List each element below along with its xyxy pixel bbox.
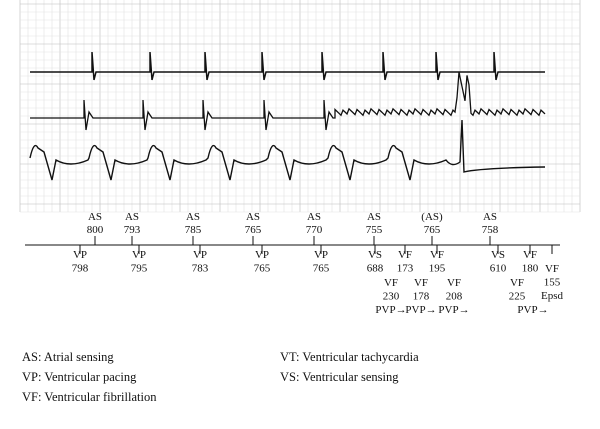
ventricular-label: VP — [132, 249, 146, 261]
ventricular-label: Epsd — [541, 290, 564, 302]
ecg-grid — [19, 0, 581, 213]
ecg-traces — [29, 51, 546, 181]
ventricular-label: 795 — [131, 263, 148, 275]
ventricular-label: VP — [314, 249, 328, 261]
ventricular-label: PVP→ — [517, 304, 548, 316]
ventricular-label: VF — [430, 249, 444, 261]
ventricular-label: PVP→ — [375, 304, 406, 316]
atrial-label: AS — [186, 211, 200, 223]
ventricular-label: VS — [368, 249, 382, 261]
atrial-interval: 793 — [124, 224, 141, 236]
ventricular-label: VP — [255, 249, 269, 261]
legend: AS: Atrial sensing VP: Ventricular pacing… — [22, 350, 419, 404]
ventricular-label: 765 — [313, 263, 330, 275]
ventricular-label: 195 — [429, 263, 446, 275]
atrial-interval: 755 — [366, 224, 383, 236]
ventricular-label: VF — [447, 277, 461, 289]
legend-item: AS: Atrial sensing — [22, 350, 114, 364]
atrial-interval: 758 — [482, 224, 499, 236]
trace-surface-ecg — [29, 119, 546, 181]
atrial-label: AS — [483, 211, 497, 223]
atrial-label: AS — [88, 211, 102, 223]
legend-item: VP: Ventricular pacing — [22, 370, 137, 384]
ventricular-label: 610 — [490, 263, 507, 275]
legend-item: VS: Ventricular sensing — [280, 370, 399, 384]
atrial-interval: 800 — [87, 224, 104, 236]
ventricular-label: 180 — [522, 263, 539, 275]
ventricular-label: 225 — [509, 291, 526, 303]
ventricular-label: 230 — [383, 291, 400, 303]
atrial-label: AS — [307, 211, 321, 223]
ventricular-label: PVP→ — [405, 304, 436, 316]
atrial-label: (AS) — [421, 211, 443, 223]
ventricular-label: VS — [491, 249, 505, 261]
ventricular-label: 798 — [72, 263, 89, 275]
ventricular-label: VF — [398, 249, 412, 261]
marker-channel: AS800AS793AS785AS765AS770AS755(AS)765AS7… — [72, 211, 564, 316]
ventricular-label: VP — [193, 249, 207, 261]
ventricular-label: VF — [523, 249, 537, 261]
trace-egm — [30, 72, 546, 131]
ventricular-label: 688 — [367, 263, 384, 275]
ventricular-label: VF — [545, 263, 559, 275]
ventricular-label: 178 — [413, 291, 430, 303]
atrial-interval: 765 — [424, 224, 441, 236]
ventricular-label: 765 — [254, 263, 271, 275]
trace-atrial — [30, 51, 545, 81]
legend-item: VF: Ventricular fibrillation — [22, 390, 157, 404]
ventricular-label: 155 — [544, 277, 561, 289]
ventricular-label: VP — [73, 249, 87, 261]
atrial-label: AS — [246, 211, 260, 223]
ventricular-label: VF — [414, 277, 428, 289]
ventricular-label: PVP→ — [438, 304, 469, 316]
atrial-interval: 785 — [185, 224, 202, 236]
ventricular-label: 783 — [192, 263, 209, 275]
legend-item: VT: Ventricular tachycardia — [280, 350, 419, 364]
atrial-interval: 765 — [245, 224, 262, 236]
ventricular-label: VF — [384, 277, 398, 289]
atrial-interval: 770 — [306, 224, 323, 236]
ventricular-label: 208 — [446, 291, 463, 303]
atrial-label: AS — [367, 211, 381, 223]
ventricular-label: VF — [510, 277, 524, 289]
atrial-label: AS — [125, 211, 139, 223]
ventricular-label: 173 — [397, 263, 414, 275]
